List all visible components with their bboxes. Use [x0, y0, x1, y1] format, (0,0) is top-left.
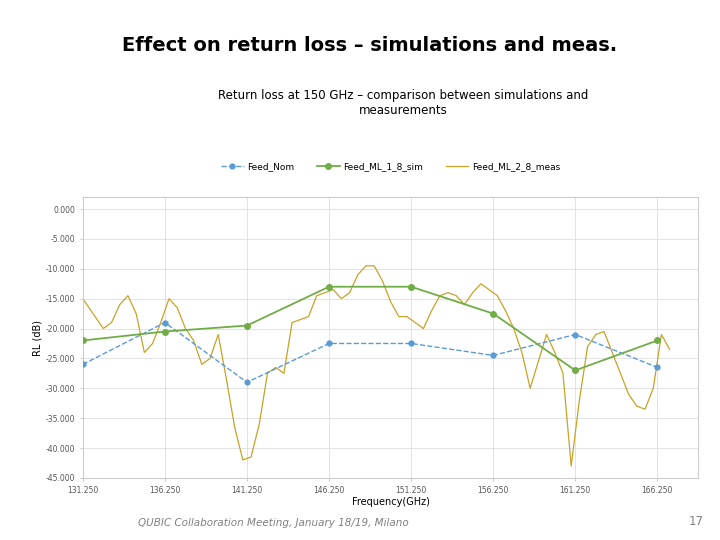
- Feed_ML_1_8_sim: [325, 284, 333, 290]
- Feed_ML_2_8_meas: [665, 346, 674, 353]
- Feed_ML_1_8_sim: [243, 322, 251, 329]
- Y-axis label: RL (dB): RL (dB): [33, 320, 43, 355]
- Legend: Feed_Nom, Feed_ML_1_8_sim, Feed_ML_2_8_meas: Feed_Nom, Feed_ML_1_8_sim, Feed_ML_2_8_m…: [217, 158, 564, 174]
- X-axis label: Frequency(GHz): Frequency(GHz): [351, 497, 430, 507]
- Feed_ML_1_8_sim: [78, 338, 87, 344]
- Feed_ML_1_8_sim: [407, 284, 415, 290]
- Feed_ML_2_8_meas: [279, 370, 288, 376]
- Feed_ML_2_8_meas: [78, 295, 87, 302]
- Text: 17: 17: [689, 515, 704, 528]
- Feed_Nom: [489, 352, 498, 359]
- Line: Feed_Nom: Feed_Nom: [81, 320, 660, 384]
- Feed_ML_2_8_meas: [361, 262, 370, 269]
- Feed_ML_1_8_sim: [571, 367, 580, 374]
- Feed_Nom: [78, 361, 87, 368]
- Text: QUBIC Collaboration Meeting, January 18/19, Milano: QUBIC Collaboration Meeting, January 18/…: [138, 518, 409, 528]
- Feed_Nom: [407, 340, 415, 347]
- Feed_Nom: [161, 319, 169, 326]
- Feed_Nom: [243, 379, 251, 386]
- Text: Effect on return loss – simulations and meas.: Effect on return loss – simulations and …: [122, 36, 618, 56]
- Feed_ML_2_8_meas: [419, 325, 428, 332]
- Feed_ML_2_8_meas: [632, 403, 641, 409]
- Line: Feed_ML_1_8_sim: Feed_ML_1_8_sim: [80, 284, 660, 373]
- Feed_Nom: [653, 364, 662, 370]
- Feed_ML_2_8_meas: [460, 301, 469, 308]
- Feed_ML_1_8_sim: [653, 338, 662, 344]
- Text: Return loss at 150 GHz – comparison between simulations and
measurements: Return loss at 150 GHz – comparison betw…: [218, 89, 588, 117]
- Feed_ML_1_8_sim: [489, 310, 498, 317]
- Feed_ML_2_8_meas: [567, 463, 575, 469]
- Feed_Nom: [325, 340, 333, 347]
- Line: Feed_ML_2_8_meas: Feed_ML_2_8_meas: [83, 266, 670, 466]
- Feed_ML_1_8_sim: [161, 328, 169, 335]
- Feed_ML_2_8_meas: [485, 286, 493, 293]
- Feed_Nom: [571, 331, 580, 338]
- Feed_ML_2_8_meas: [165, 295, 174, 302]
